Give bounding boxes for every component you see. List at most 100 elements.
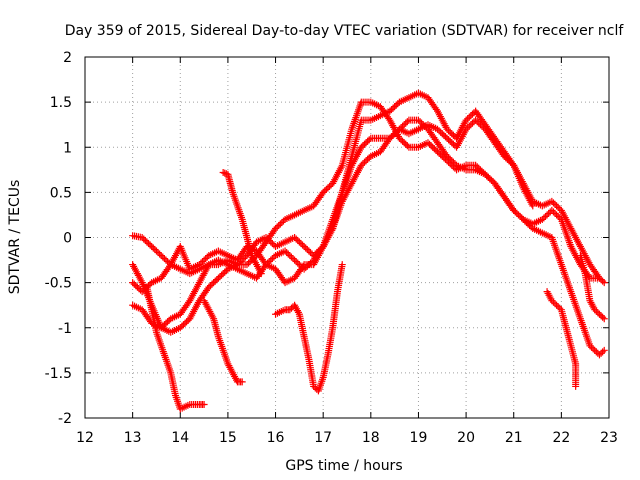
data-point xyxy=(257,270,265,278)
data-point xyxy=(526,221,534,229)
data-point xyxy=(600,346,608,354)
data-point xyxy=(387,133,395,141)
y-tick-label: -1 xyxy=(58,321,72,337)
data-point xyxy=(392,128,400,136)
data-point xyxy=(486,175,494,183)
data-point xyxy=(551,209,559,217)
data-point xyxy=(548,297,556,305)
data-point xyxy=(554,212,562,220)
data-point xyxy=(176,324,184,332)
plot-frame xyxy=(84,56,610,419)
data-point xyxy=(273,223,281,231)
data-point xyxy=(306,249,314,257)
y-axis-label: SDTVAR / TECUs xyxy=(7,180,23,295)
x-tick-label: 19 xyxy=(410,430,428,446)
data-point xyxy=(284,250,292,258)
data-point xyxy=(281,247,289,255)
data-point xyxy=(462,116,470,124)
x-tick-label: 12 xyxy=(76,430,94,446)
data-point xyxy=(402,140,410,148)
data-point xyxy=(262,234,270,241)
data-point xyxy=(213,276,221,284)
x-axis: 12 13 14 15 16 17 18 19 20 21 22 23 xyxy=(76,57,618,446)
data-point xyxy=(586,342,594,350)
data-point xyxy=(299,241,307,249)
data-point xyxy=(319,188,327,196)
data-point xyxy=(145,240,153,248)
series-track-10 xyxy=(576,252,608,323)
data-point xyxy=(594,309,602,317)
data-point xyxy=(448,157,456,165)
data-point xyxy=(265,258,273,266)
data-point xyxy=(300,265,308,273)
data-point xyxy=(529,202,537,210)
data-point xyxy=(264,259,272,267)
data-point xyxy=(267,238,275,246)
data-point xyxy=(395,134,403,142)
y-axis: 2 1.5 1 0.5 0 -0.5 -1 -1.5 -2 xyxy=(45,50,609,427)
data-point xyxy=(321,187,329,195)
data-point xyxy=(264,235,272,243)
data-point xyxy=(467,112,475,120)
data-point xyxy=(287,304,295,312)
data-point xyxy=(443,125,451,133)
data-point xyxy=(549,199,557,207)
data-point xyxy=(600,279,608,287)
data-point xyxy=(399,122,407,130)
data-point xyxy=(302,244,310,252)
data-point xyxy=(221,169,229,177)
data-point xyxy=(362,157,370,165)
data-point xyxy=(541,212,549,220)
data-point xyxy=(399,137,407,145)
data-point xyxy=(326,182,334,190)
data-point xyxy=(500,152,508,160)
data-point xyxy=(397,136,405,144)
data-point xyxy=(553,211,561,219)
data-point xyxy=(208,280,216,288)
data-point xyxy=(154,249,162,257)
data-point xyxy=(449,140,457,148)
data-point xyxy=(219,270,227,278)
data-point xyxy=(424,139,432,147)
data-point xyxy=(359,142,367,150)
data-point xyxy=(595,351,603,359)
data-point xyxy=(286,306,294,314)
data-point xyxy=(265,237,273,245)
data-point xyxy=(391,103,399,111)
data-point xyxy=(599,277,607,285)
data-point xyxy=(130,280,138,288)
data-point xyxy=(467,121,475,129)
y-tick-label: -2 xyxy=(58,411,72,427)
data-point xyxy=(286,252,294,260)
data-point xyxy=(591,346,599,354)
x-tick-label: 16 xyxy=(267,430,285,446)
data-point xyxy=(211,277,219,285)
data-point xyxy=(159,253,167,261)
x-tick-label: 17 xyxy=(314,430,332,446)
data-point xyxy=(446,128,454,136)
x-tick-label: 13 xyxy=(124,430,142,446)
data-point xyxy=(245,259,253,267)
data-point xyxy=(484,173,492,181)
data-point xyxy=(507,158,515,166)
data-point xyxy=(359,160,367,168)
x-axis-label: GPS time / hours xyxy=(285,458,402,474)
data-point xyxy=(519,215,527,223)
data-point xyxy=(416,118,424,126)
data-point xyxy=(267,256,275,264)
data-point xyxy=(402,119,410,127)
data-point xyxy=(440,131,448,139)
grid-lines xyxy=(85,57,609,418)
data-point xyxy=(360,140,368,148)
data-point xyxy=(446,155,454,163)
y-tick-label: 1 xyxy=(63,140,72,156)
data-point xyxy=(272,224,280,232)
data-point xyxy=(434,148,442,156)
y-tick-label: -0.5 xyxy=(45,276,72,292)
data-point xyxy=(548,206,556,214)
data-point xyxy=(432,146,440,154)
data-point xyxy=(435,127,443,135)
data-point xyxy=(389,131,397,139)
data-point xyxy=(483,172,491,180)
data-point xyxy=(595,274,603,282)
